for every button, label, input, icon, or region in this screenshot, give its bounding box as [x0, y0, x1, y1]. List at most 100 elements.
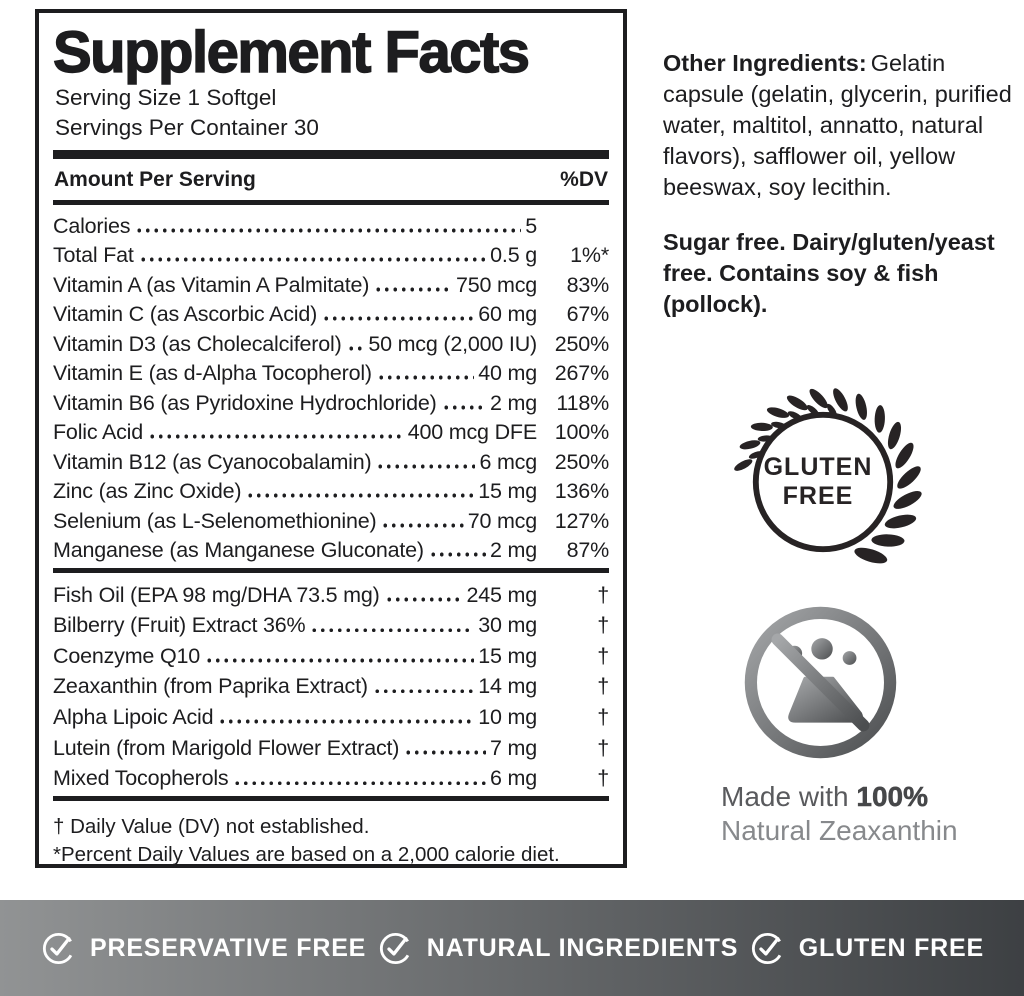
nutrient-dv: 1%* — [570, 243, 609, 267]
table-row: Vitamin B6 (as Pyridoxine Hydrochloride)… — [53, 386, 609, 416]
banner-claim-label: GLUTEN FREE — [798, 933, 984, 962]
zeaxanthin-claim: Made with 100% Natural Zeaxanthin — [721, 780, 958, 848]
table-row: Alpha Lipoic Acid 10 mg † — [53, 699, 609, 730]
dotted-leader — [381, 522, 464, 528]
dotted-leader — [441, 404, 486, 410]
banner-claim-item: PRESERVATIVE FREE — [40, 930, 366, 967]
dv-header: %DV — [560, 168, 608, 191]
banner-claim-label: PRESERVATIVE FREE — [90, 933, 367, 962]
table-row: Lutein (from Marigold Flower Extract) 7 … — [53, 730, 609, 761]
table-row: Vitamin D3 (as Cholecalciferol) 50 mcg (… — [53, 327, 609, 357]
right-column: Other Ingredients: Gelatin capsule (gelat… — [663, 48, 1019, 320]
nutrient-amount: 6 mg — [490, 766, 537, 791]
claim-line1: Made with 100% — [721, 780, 958, 814]
table-row: Folic Acid 400 mcg DFE 100% — [53, 416, 609, 446]
nutrient-dv: 83% — [566, 272, 610, 297]
supplement-facts-panel: Supplement Facts Serving Size 1 Softgel … — [35, 9, 627, 868]
table-row: Mixed Tocopherols 6 mg † — [53, 761, 609, 792]
nutrient-amount: 15 mg — [478, 643, 537, 668]
nutrient-dv: † — [597, 704, 609, 729]
dotted-leader — [135, 227, 522, 233]
nutrient-dv: 267% — [554, 361, 609, 385]
nutrient-amount: 7 mg — [490, 735, 537, 760]
nutrient-amount: 5 — [525, 213, 537, 238]
nutrient-name: Vitamin B6 (as Pyridoxine Hydrochloride) — [53, 390, 437, 415]
dotted-leader — [404, 749, 486, 755]
table-row: Calories 5 — [53, 209, 609, 239]
banner-claim-item: GLUTEN FREE — [749, 930, 984, 967]
nutrient-name: Vitamin D3 (as Cholecalciferol) — [53, 331, 342, 356]
nutrient-amount: 6 mcg — [479, 449, 537, 474]
footnote-divider — [53, 796, 609, 802]
dotted-leader — [246, 493, 475, 498]
other-ingredients-paragraph: Other Ingredients: Gelatin capsule (gelat… — [663, 48, 1019, 203]
nutrient-name: Vitamin E (as d-Alpha Tocopherol) — [53, 361, 372, 385]
nutrient-name: Selenium (as L-Selenomethionine) — [53, 508, 377, 533]
nutrient-amount: 70 mcg — [467, 508, 538, 533]
nutrient-dv: † — [597, 735, 609, 760]
table-row: Zinc (as Zinc Oxide) 15 mg 136% — [53, 475, 609, 505]
servings-per-container: Servings Per Container 30 — [55, 114, 319, 140]
table-row: Bilberry (Fruit) Extract 36% 30 mg † — [53, 608, 609, 639]
table-row: Vitamin E (as d-Alpha Tocopherol) 40 mg … — [53, 357, 609, 387]
panel-title: Supplement Facts — [52, 20, 530, 85]
dotted-leader — [346, 345, 365, 351]
claim-prefix: Made with — [721, 781, 857, 812]
claim-line2: Natural Zeaxanthin — [721, 815, 958, 846]
nutrient-dv: 87% — [566, 538, 610, 562]
nutrient-name: Fish Oil (EPA 98 mg/DHA 73.5 mg) — [53, 582, 380, 607]
nutrient-name: Calories — [53, 213, 131, 238]
table-row: Zeaxanthin (from Paprika Extract) 14 mg … — [53, 669, 609, 700]
nutrient-dv: 100% — [554, 420, 609, 444]
gluten-free-badge-text: GLUTEN FREE — [718, 377, 928, 587]
nutrient-amount: 2 mg — [490, 538, 537, 562]
gluten-free-line2: FREE — [782, 482, 854, 510]
dotted-leader — [428, 552, 486, 557]
nutrient-amount: 15 mg — [478, 479, 537, 503]
nutrient-name: Zeaxanthin (from Paprika Extract) — [53, 674, 368, 699]
nutrient-name: Alpha Lipoic Acid — [53, 704, 214, 729]
nutrient-amount: 10 mg — [478, 704, 537, 729]
nutrient-amount: 30 mg — [478, 613, 537, 638]
nutrient-rows: Calories 5 Total Fat 0.5 g 1%* Vitamin A… — [53, 209, 609, 563]
banner-claim-label: NATURAL INGREDIENTS — [426, 933, 739, 962]
footnote-dv-not-established: † Daily Value (DV) not established. — [53, 815, 370, 839]
table-row: Vitamin A (as Vitamin A Palmitate) 750 m… — [53, 268, 609, 298]
nutrient-name: Vitamin A (as Vitamin A Palmitate) — [53, 272, 370, 297]
footnote-percent-daily-values: *Percent Daily Values are based on a 2,0… — [53, 843, 560, 867]
nutrient-name: Zinc (as Zinc Oxide) — [53, 479, 242, 503]
table-row: Total Fat 0.5 g 1%* — [53, 239, 609, 269]
table-row: Vitamin C (as Ascorbic Acid) 60 mg 67% — [53, 298, 609, 328]
table-row: Selenium (as L-Selenomethionine) 70 mcg … — [53, 504, 609, 534]
dotted-leader — [233, 780, 486, 786]
table-row: Manganese (as Manganese Gluconate) 2 mg … — [53, 534, 609, 564]
dotted-leader — [138, 257, 487, 262]
dotted-leader — [204, 658, 475, 663]
wheat-laurel-icon — [734, 388, 922, 564]
bottom-banner: PRESERVATIVE FREE NATURAL INGREDIENTS GL… — [0, 900, 1024, 996]
dotted-leader — [148, 434, 404, 439]
nutrient-dv: 127% — [554, 508, 609, 533]
nutrient-amount: 0.5 g — [490, 243, 537, 267]
other-ingredients-text: Gelatin capsule (gelatin, glycerin, puri… — [663, 50, 1012, 200]
gluten-free-line1: GLUTEN — [763, 453, 873, 481]
nutrient-name: Total Fat — [53, 243, 134, 267]
nutrient-amount: 50 mcg (2,000 IU) — [368, 331, 537, 356]
nutrient-dv: 250% — [554, 449, 609, 474]
footnotes: † Daily Value (DV) not established. *Per… — [53, 805, 609, 869]
nutrient-dv: 67% — [566, 302, 610, 326]
nutrient-amount: 14 mg — [478, 674, 537, 699]
nutrient-dv: † — [597, 613, 609, 638]
nutrient-dv: 118% — [556, 390, 609, 415]
dotted-leader — [376, 463, 476, 469]
column-header-row: Amount Per Serving %DV — [53, 159, 609, 200]
nutrient-name: Manganese (as Manganese Gluconate) — [53, 538, 424, 562]
check-circle-icon — [751, 932, 783, 964]
gluten-free-badge: GLUTEN FREE — [718, 377, 928, 587]
nutrient-dv: † — [597, 582, 609, 607]
nutrient-amount: 40 mg — [478, 361, 537, 385]
dotted-leader — [384, 597, 463, 602]
no-synthetic-flask-icon — [744, 606, 897, 759]
dotted-leader — [322, 316, 475, 321]
